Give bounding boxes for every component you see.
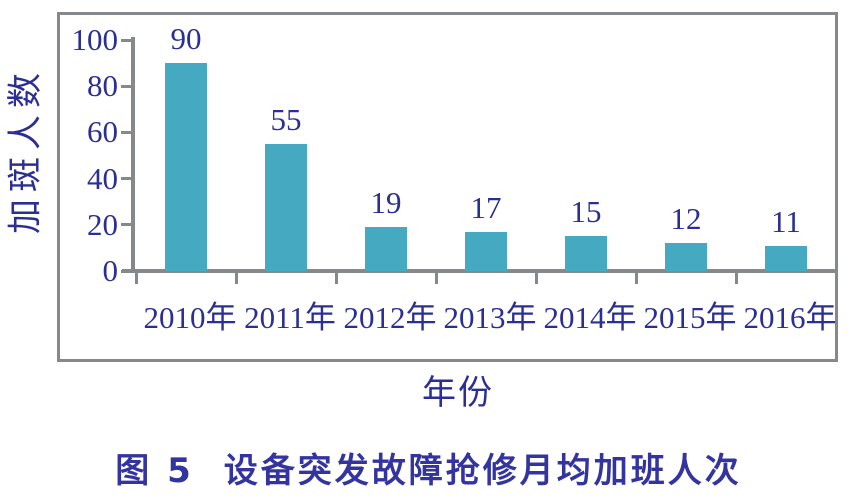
y-tick-label: 60 [87,114,118,150]
figure-number: 图 5 [115,451,194,491]
y-tick-label: 40 [87,160,118,196]
x-tick-label: 2015年 [643,300,737,335]
bar-value-label: 11 [771,203,801,239]
x-tick-label: 2012年 [343,300,437,335]
figure-title: 设备突发故障抢修月均加班人次 [223,451,742,491]
y-axis-title: 加斑人数 [6,66,45,235]
x-axis-line [122,269,838,273]
y-tick-mark [121,38,135,42]
x-tick-label: 2010年 [143,300,237,335]
bar-value-label: 19 [370,185,402,221]
bar-value-label: 55 [270,101,302,137]
y-axis-line [131,37,135,273]
figure-caption: 图 5 设备突发故障抢修月均加班人次 [0,449,857,493]
x-tick-mark [234,271,238,284]
x-tick-label: 2016年 [743,300,837,335]
bar [365,227,407,271]
x-axis-title: 年份 [422,375,494,412]
bar [565,236,607,271]
bar [465,231,507,271]
x-tick-mark [634,271,638,284]
y-tick-mark [121,269,135,273]
y-tick-mark [121,84,135,88]
y-tick-label: 0 [102,253,119,288]
x-tick-mark [134,271,138,284]
y-tick-label: 80 [87,68,118,104]
x-tick-label: 2014年 [543,300,637,335]
bar-value-label: 12 [670,201,702,237]
y-tick-label: 100 [71,22,119,57]
x-tick-mark [334,271,338,284]
bar [265,143,307,271]
bar [765,245,807,271]
y-tick-mark [121,177,135,181]
x-tick-label: 2013年 [443,300,537,335]
x-tick-mark [534,271,538,284]
x-tick-mark [734,271,738,284]
bar-value-label: 90 [170,21,202,57]
x-tick-label: 2011年 [244,300,336,335]
bar [665,243,707,271]
x-tick-mark [434,271,438,284]
x-tick-mark [834,271,838,284]
bar-value-label: 17 [470,189,502,225]
y-tick-label: 20 [87,206,118,242]
bar-value-label: 15 [570,194,602,230]
y-tick-mark [121,130,135,134]
y-tick-mark [121,223,135,227]
bar [165,63,207,271]
